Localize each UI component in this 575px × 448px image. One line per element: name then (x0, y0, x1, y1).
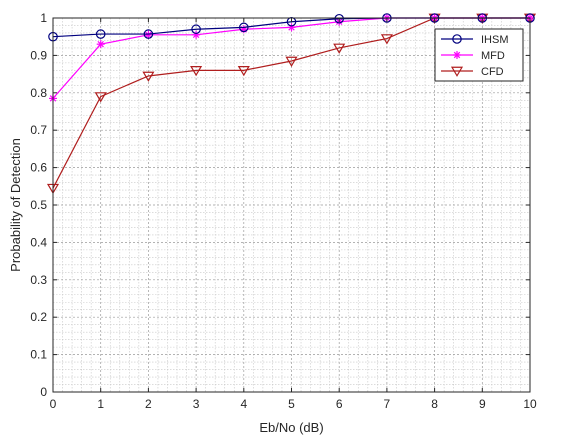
legend-label-mfd: MFD (481, 50, 505, 62)
legend-marker-mfd (453, 51, 461, 59)
data-point-mfd (96, 40, 105, 49)
data-point-ihsm (239, 22, 249, 33)
tick-layer: 0 1 2 3 4 5 6 7 8 9 10 0 0.1 0.2 0.3 0.4 0.5 0.6 0.7 0.8 0.9… (30, 11, 537, 411)
y-axis-label: Probability of Detection (8, 138, 23, 272)
data-point-cfd (285, 56, 298, 67)
legend-item-cfd: CFD (441, 66, 504, 78)
data-point-cfd (94, 92, 107, 103)
data-point-cfd (333, 43, 346, 54)
asterisk-stroke (145, 31, 152, 39)
y-tick-label: 0.5 (30, 198, 47, 212)
data-point-cfd (237, 66, 250, 77)
y-tick-label: 0 (40, 385, 47, 399)
legend-marker-cfd (450, 66, 464, 77)
x-axis-label: Eb/No (dB) (259, 420, 323, 435)
legend-label-cfd: CFD (481, 66, 504, 78)
data-point-ihsm (95, 29, 106, 39)
y-tick-label: 0.2 (30, 310, 47, 324)
data-point-ihsm (191, 24, 201, 35)
y-tick-label: 1 (40, 11, 47, 25)
legend: IHSM MFD CFD (434, 28, 524, 82)
y-tick-label: 0.3 (30, 273, 47, 287)
data-point-cfd (142, 71, 155, 82)
data-point-cfd (190, 66, 203, 77)
grid (52, 17, 531, 393)
asterisk-stroke (97, 40, 104, 48)
y-tick-label: 0.8 (30, 86, 47, 100)
legend-item-mfd: MFD (441, 50, 505, 62)
x-tick-label: 3 (193, 397, 200, 411)
y-tick-label: 0.9 (30, 48, 47, 62)
x-tick-label: 9 (479, 397, 486, 411)
x-tick-label: 6 (336, 397, 343, 411)
x-tick-label: 2 (145, 397, 152, 411)
data-point-mfd (144, 30, 153, 39)
x-tick-label: 8 (431, 397, 438, 411)
y-tick-label: 0.7 (30, 123, 47, 137)
x-tick-label: 0 (50, 397, 57, 411)
asterisk-stroke (453, 51, 461, 59)
data-point-ihsm (334, 13, 344, 24)
x-tick-label: 10 (523, 397, 537, 411)
x-tick-label: 7 (384, 397, 391, 411)
x-tick-label: 4 (240, 397, 247, 411)
y-tick-label: 0.4 (30, 235, 47, 249)
legend-label-ihsm: IHSM (481, 34, 509, 46)
legend-marker-ihsm (452, 34, 462, 44)
legend-item-ihsm: IHSM (441, 34, 509, 46)
x-tick-label: 5 (288, 397, 295, 411)
x-tick-label: 1 (97, 397, 104, 411)
data-point-ihsm (143, 29, 154, 39)
y-tick-label: 0.1 (30, 348, 47, 362)
y-tick-label: 0.6 (30, 161, 47, 175)
data-point-cfd (380, 34, 393, 45)
